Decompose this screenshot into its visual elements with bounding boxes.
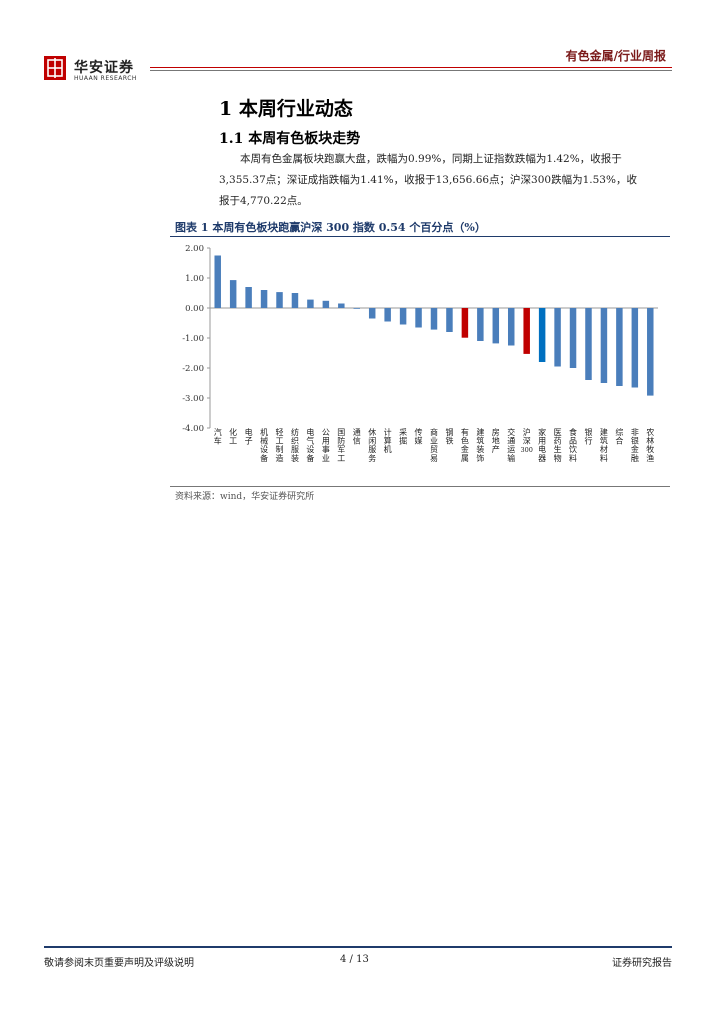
y-tick-label: -1.00 [182, 334, 204, 344]
x-tick-label: 房地产 [492, 427, 500, 454]
x-tick-label: 钢铁 [445, 427, 453, 446]
bar-14 [415, 308, 422, 328]
x-tick-label: 交通运输 [507, 427, 515, 463]
x-tick-label: 沪深 300 [520, 427, 532, 454]
figure-title: 图表 1 本周有色板块跑赢沪深 300 指数 0.54 个百分点（%） [175, 221, 486, 234]
report-category: 有色金属/行业周报 [565, 49, 666, 63]
bar-19 [492, 308, 500, 344]
x-tick-label: 采掘 [399, 427, 407, 446]
bar-21 [523, 308, 530, 354]
x-tick-label: 商业贸易 [430, 427, 438, 463]
x-tick-label: 电气设备 [306, 427, 314, 463]
bar-6 [291, 293, 299, 308]
figure-source: 资料来源：wind，华安证券研究所 [175, 492, 315, 502]
bar-11 [368, 308, 376, 319]
bar-9 [338, 303, 345, 308]
y-tick-label: -3.00 [182, 394, 204, 404]
logo-text-en: HUAAN RESEARCH [74, 75, 137, 82]
x-tick-label: 轻工制造 [276, 427, 284, 463]
section-heading: 1 本周行业动态 [219, 98, 353, 120]
y-tick-label: 1.00 [185, 274, 204, 284]
y-tick-label: 2.00 [185, 244, 204, 254]
bar-15 [430, 308, 438, 330]
figure-top-rule [170, 236, 670, 237]
bar-29 [647, 308, 654, 396]
bar-1 [214, 255, 221, 308]
bar-8 [322, 300, 330, 308]
bar-24 [569, 308, 577, 368]
x-tick-label: 建筑装饰 [476, 427, 484, 463]
bar-28 [631, 308, 639, 388]
x-tick-label: 通信 [353, 427, 361, 446]
footer-report-type: 证券研究报告 [612, 958, 672, 969]
y-tick-label: -4.00 [182, 424, 204, 434]
bar-12 [384, 308, 391, 322]
bar-20 [507, 308, 515, 346]
bar-23 [554, 308, 561, 367]
footer-disclaimer: 敬请参阅末页重要声明及评级说明 [44, 958, 194, 969]
x-tick-label: 银行 [584, 427, 592, 446]
x-tick-label: 建筑材料 [600, 427, 608, 463]
y-tick-label: -2.00 [182, 364, 204, 374]
body-paragraph: 本周有色金属板块跑赢大盘，跌幅为0.99%，同期上证指数跌幅为1.42%，收报于… [219, 149, 671, 212]
paragraph-line: 3,355.37点；深证成指跌幅为1.41%，收报于13,656.66点；沪深3… [219, 174, 637, 186]
x-tick-label: 公用事业 [322, 428, 330, 463]
x-tick-label: 综合 [615, 427, 623, 446]
header-divider-secondary [150, 70, 672, 71]
bar-2 [229, 280, 237, 308]
x-tick-label: 食品饮料 [569, 427, 577, 463]
bar-25 [585, 308, 592, 380]
x-tick-label: 化工 [229, 427, 237, 446]
subsection-heading: 1.1 本周有色板块走势 [219, 131, 361, 147]
bar-10 [353, 308, 361, 309]
logo-text-cn: 华安证券 [74, 60, 134, 76]
bar-7 [307, 299, 314, 308]
x-tick-label: 家用电器 [538, 427, 546, 463]
bar-17 [461, 308, 469, 338]
bar-13 [399, 308, 407, 325]
figure-bottom-rule [170, 486, 670, 487]
x-tick-label: 国防军工 [337, 428, 345, 463]
y-tick-label: 0.00 [185, 304, 204, 314]
x-tick-label: 纺织服装 [291, 427, 299, 463]
footer-divider [44, 946, 672, 948]
header-divider [150, 67, 672, 68]
bar-5 [276, 292, 283, 308]
bar-18 [477, 308, 484, 341]
brand-logo: 华安证券 HUAAN RESEARCH [44, 56, 152, 86]
x-tick-label: 有色金属 [461, 427, 469, 463]
x-tick-label: 农林牧渔 [646, 427, 654, 463]
bar-chart: 2.00 1.00 0.00 -1.00 -2.00 -3.00 -4.00 汽车化工电子机械… [182, 244, 658, 463]
bar-22 [538, 308, 546, 362]
x-tick-label: 休闲服务 [368, 427, 376, 463]
x-tick-label: 非银金融 [631, 427, 639, 463]
x-tick-label: 机械设备 [260, 427, 268, 463]
bar-27 [616, 308, 623, 386]
bar-26 [600, 308, 608, 383]
bar-4 [260, 290, 268, 308]
bar-16 [446, 308, 453, 332]
paragraph-line: 本周有色金属板块跑赢大盘，跌幅为0.99%，同期上证指数跌幅为1.42%，收报于 [240, 153, 622, 165]
x-tick-label: 电子 [245, 427, 253, 446]
x-tick-label: 汽车 [214, 427, 222, 446]
x-tick-label: 计算机 [384, 427, 392, 454]
page-number: 4 / 13 [340, 954, 369, 965]
bar-3 [245, 287, 252, 308]
paragraph-line: 报于4,770.22点。 [219, 195, 308, 207]
x-tick-label: 医药生物 [554, 428, 562, 463]
x-tick-label: 传媒 [415, 427, 423, 446]
logo-emblem-icon [44, 56, 66, 80]
